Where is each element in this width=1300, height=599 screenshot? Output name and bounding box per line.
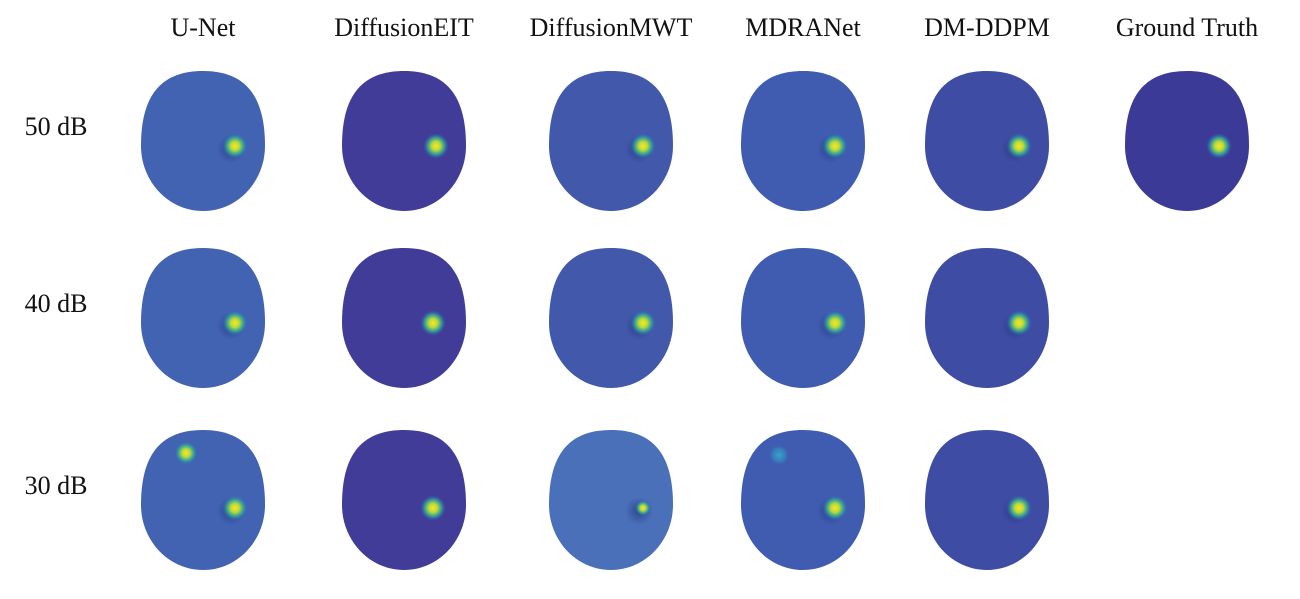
column-header: DiffusionEIT [334, 13, 474, 42]
anomaly [822, 310, 848, 336]
head-image [342, 430, 466, 570]
row-label: 30 dB [25, 471, 88, 500]
head-image [342, 248, 466, 388]
anomaly [1006, 495, 1032, 521]
head-image [549, 71, 673, 211]
head-image [549, 248, 673, 388]
column-header: Ground Truth [1116, 13, 1258, 42]
anomaly [822, 495, 848, 521]
head-image [549, 430, 673, 570]
anomaly [1006, 133, 1032, 159]
anomaly [222, 495, 248, 521]
head-image [141, 71, 265, 211]
head-image [925, 71, 1049, 211]
anomaly [1206, 133, 1232, 159]
head-image [141, 430, 265, 570]
column-header: DiffusionMWT [530, 13, 693, 42]
anomaly [222, 133, 248, 159]
column-header: U-Net [171, 13, 237, 42]
anomaly [1006, 310, 1032, 336]
row-label: 40 dB [25, 289, 88, 318]
row-label: 50 dB [25, 112, 88, 141]
column-header: MDRANet [745, 13, 861, 42]
anomaly [630, 310, 656, 336]
head-image [342, 71, 466, 211]
anomaly [222, 310, 248, 336]
head-image [741, 430, 865, 570]
anomaly [635, 500, 651, 516]
anomaly [420, 310, 446, 336]
anomaly [174, 441, 198, 465]
anomaly [423, 133, 449, 159]
image-grid [141, 71, 1249, 570]
head-image [925, 248, 1049, 388]
anomaly [822, 133, 848, 159]
head-image [141, 248, 265, 388]
head-image [1125, 71, 1249, 211]
anomaly [768, 444, 790, 466]
anomaly [420, 495, 446, 521]
anomaly [630, 133, 656, 159]
head-image [741, 71, 865, 211]
head-image [925, 430, 1049, 570]
column-header: DM-DDPM [924, 13, 1050, 42]
head-image [741, 248, 865, 388]
